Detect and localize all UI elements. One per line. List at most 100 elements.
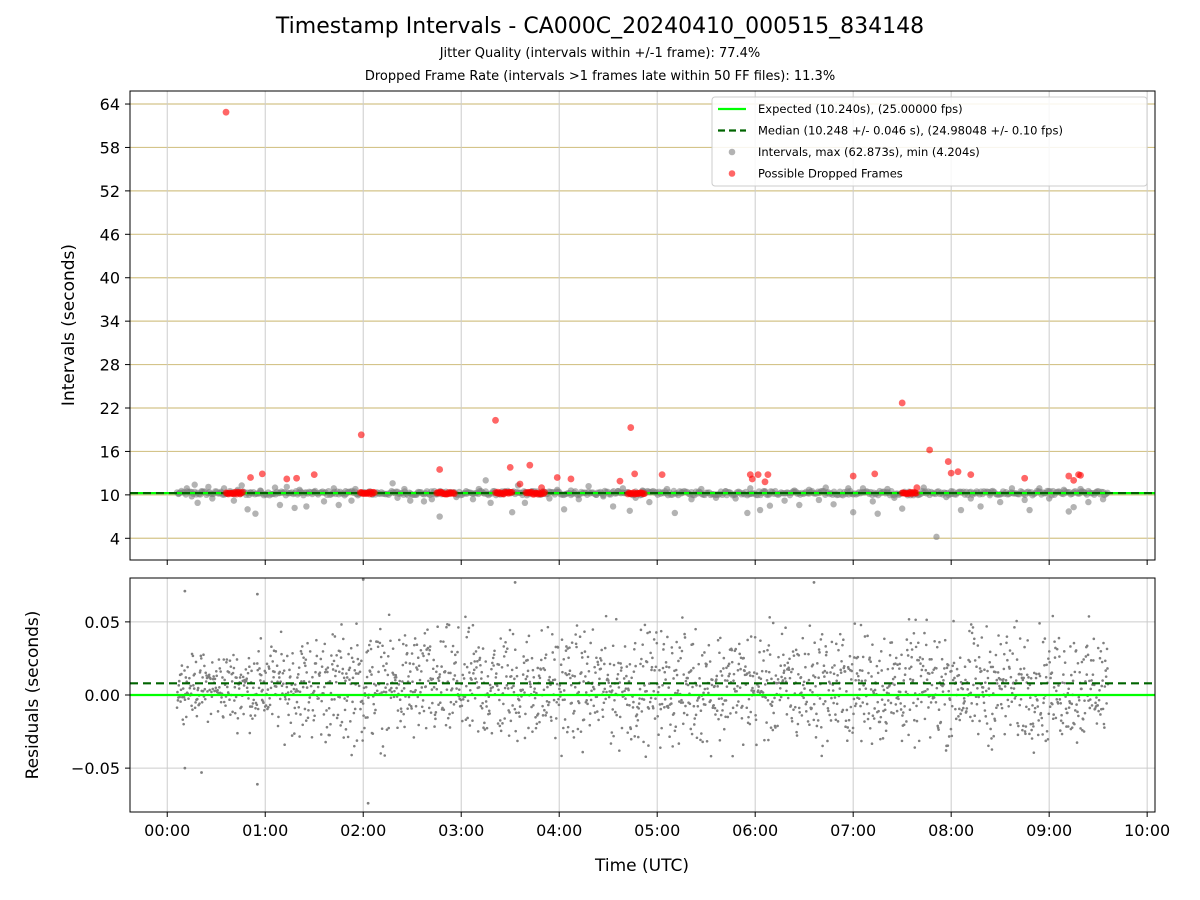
residual-point — [1096, 704, 1100, 707]
residual-point — [374, 708, 377, 712]
residual-point — [371, 665, 374, 669]
residual-point — [599, 659, 603, 662]
residual-point — [808, 688, 812, 692]
residual-point — [257, 686, 261, 690]
residual-point — [374, 684, 378, 687]
residual-point — [537, 674, 541, 678]
residual-point — [545, 700, 549, 703]
chart-title: Timestamp Intervals - CA000C_20240410_00… — [275, 14, 925, 39]
interval-point — [521, 499, 529, 507]
residual-point — [1089, 659, 1093, 662]
residual-point — [203, 664, 206, 668]
residual-point — [992, 734, 996, 738]
interval-point — [209, 495, 216, 502]
residual-point — [1022, 667, 1026, 670]
residual-point — [949, 727, 953, 731]
residual-point — [943, 703, 947, 706]
residual-point — [784, 626, 787, 629]
residual-point — [526, 658, 529, 662]
residual-point — [242, 684, 246, 687]
interval-point — [898, 505, 906, 512]
residual-point — [774, 726, 777, 729]
interval-point — [508, 509, 516, 516]
residual-point — [856, 655, 860, 659]
residual-point — [674, 725, 678, 729]
residual-point — [1083, 711, 1087, 715]
residual-point — [384, 690, 388, 694]
residual-point — [463, 662, 466, 666]
residual-point — [606, 673, 610, 677]
residual-point — [486, 674, 490, 678]
interval-point — [352, 485, 359, 493]
residual-point — [823, 675, 826, 678]
residual-point — [487, 709, 491, 713]
residual-marks — [130, 578, 1155, 805]
residual-point — [892, 711, 895, 715]
dropped-frame-point — [357, 431, 365, 439]
residual-point — [352, 711, 356, 715]
residual-point — [624, 687, 628, 690]
residual-point — [577, 690, 581, 694]
residual-point — [737, 642, 741, 646]
residual-point — [862, 712, 866, 716]
residual-point — [602, 701, 606, 705]
residual-point — [372, 702, 376, 706]
residual-point — [666, 635, 669, 639]
interval-point — [244, 506, 251, 513]
interval-point — [744, 509, 751, 517]
residual-point — [755, 672, 759, 675]
residual-point — [190, 704, 193, 708]
residual-point — [819, 725, 823, 729]
residual-point — [1088, 698, 1092, 701]
residual-point — [396, 726, 399, 730]
residual-point — [801, 636, 805, 640]
residual-point — [338, 650, 342, 653]
residual-point — [491, 685, 495, 689]
residual-point — [575, 645, 578, 649]
residual-point — [264, 671, 267, 674]
residual-point — [316, 685, 320, 689]
residual-point — [287, 697, 291, 701]
residual-point — [351, 700, 354, 704]
residual-point — [406, 707, 409, 710]
residual-point — [713, 684, 716, 688]
residual-point — [585, 699, 588, 702]
residual-point — [433, 713, 437, 717]
residual-point — [947, 735, 951, 738]
residual-point — [994, 653, 998, 657]
dropped-frame-point — [764, 471, 772, 478]
residual-point — [390, 690, 394, 694]
residual-point — [857, 674, 860, 678]
residual-point — [629, 727, 633, 731]
residual-point — [228, 659, 232, 662]
residual-point — [777, 655, 780, 659]
residual-point — [686, 676, 689, 680]
residual-point — [490, 667, 493, 671]
y-tick-label: 0.05 — [84, 613, 120, 632]
residual-point — [1095, 696, 1098, 699]
interval-point — [663, 485, 671, 493]
residual-point — [804, 710, 808, 713]
residual-point — [791, 667, 794, 671]
dropped-frame-point — [954, 468, 962, 476]
interval-point — [815, 496, 823, 504]
residual-point — [826, 739, 829, 743]
residual-point — [612, 663, 616, 667]
residual-point — [1033, 706, 1037, 710]
residual-point — [179, 688, 183, 692]
residual-point — [721, 709, 724, 712]
residual-point — [645, 660, 649, 664]
residual-point — [934, 700, 938, 704]
residual-point — [379, 627, 382, 631]
residual-point — [318, 674, 321, 677]
residual-point — [633, 641, 637, 645]
residual-point — [248, 665, 251, 669]
residual-point — [655, 641, 659, 645]
residual-point — [574, 642, 578, 646]
residual-point — [915, 719, 919, 723]
residual-point — [639, 662, 642, 666]
residual-point — [1091, 673, 1095, 676]
residual-point — [705, 740, 709, 743]
residual-point — [426, 646, 430, 650]
residual-point — [574, 633, 577, 636]
